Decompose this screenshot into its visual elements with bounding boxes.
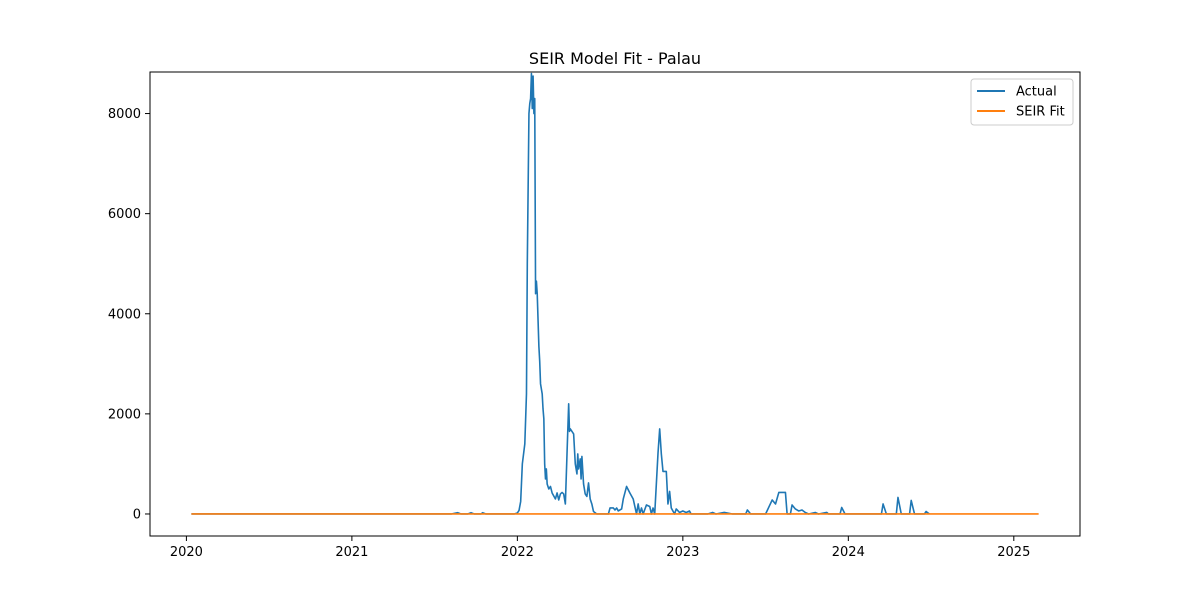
y-axis: 0 2000 4000 6000 8000 bbox=[108, 107, 150, 522]
x-tick-label: 2022 bbox=[501, 545, 534, 560]
legend-label: SEIR Fit bbox=[1016, 105, 1065, 120]
chart-title: SEIR Model Fit - Palau bbox=[529, 49, 701, 68]
x-tick-label: 2020 bbox=[170, 545, 203, 560]
x-axis: 2020 2021 2022 2023 2024 2025 bbox=[170, 536, 1030, 560]
y-tick-label: 8000 bbox=[108, 107, 141, 122]
y-tick-label: 4000 bbox=[108, 307, 141, 322]
legend: Actual SEIR Fit bbox=[970, 78, 1074, 126]
x-tick-label: 2025 bbox=[997, 545, 1030, 560]
x-tick-label: 2021 bbox=[335, 545, 368, 560]
y-tick-label: 2000 bbox=[108, 407, 141, 422]
actual-series-line bbox=[191, 72, 930, 515]
y-tick-label: 6000 bbox=[108, 207, 141, 222]
plot-frame bbox=[149, 71, 1081, 537]
plot-lines bbox=[191, 72, 1039, 515]
legend-label: Actual bbox=[1016, 85, 1057, 100]
y-tick-label: 0 bbox=[133, 507, 141, 522]
x-tick-label: 2024 bbox=[832, 545, 865, 560]
x-tick-label: 2023 bbox=[666, 545, 699, 560]
